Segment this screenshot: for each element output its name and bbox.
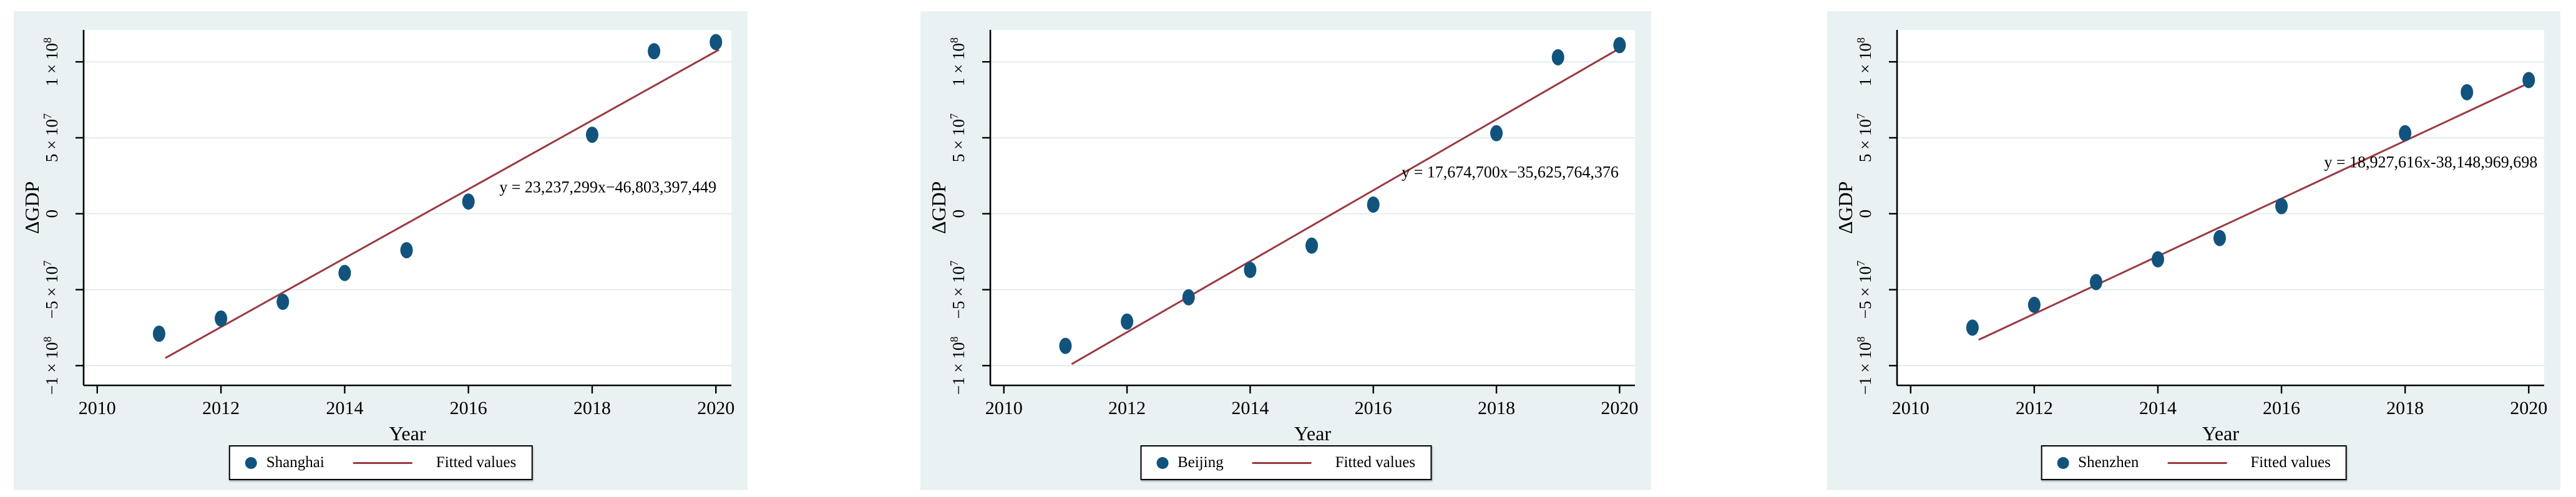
- data-point: [1244, 261, 1257, 278]
- scatter-marker-icon: [1156, 456, 1168, 469]
- chart-panel-shenzhen: 1 × 108 5 × 107 0 −5 × 107 −1 × 108 2010 2012 2…: [1827, 11, 2560, 490]
- data-point: [648, 43, 661, 60]
- fitted-line-icon: [2167, 461, 2227, 464]
- y-tick-label: −1 × 108: [948, 337, 968, 395]
- y-tick-label: −5 × 107: [41, 261, 61, 319]
- data-point: [2461, 84, 2474, 100]
- plot-area: [1897, 30, 2544, 385]
- data-point: [276, 294, 290, 311]
- x-tick-label: 2012: [1108, 398, 1146, 418]
- data-point: [338, 264, 351, 281]
- fitted-line: [165, 49, 720, 359]
- fitted-line: [1071, 46, 1624, 365]
- x-tick-label: 2020: [2510, 398, 2547, 418]
- data-point: [152, 326, 165, 342]
- scatter-chart-shenzhen: 1 × 108 5 × 107 0 −5 × 107 −1 × 108 2010 2012 2…: [1827, 11, 2560, 490]
- y-tick-label: 1 × 108: [1855, 37, 1875, 86]
- x-axis-title: Year: [389, 422, 426, 445]
- y-tick-label: −5 × 107: [1855, 261, 1875, 319]
- data-point: [710, 34, 723, 51]
- y-tick-label: −1 × 108: [41, 337, 61, 395]
- data-point: [2522, 72, 2535, 89]
- scatter-marker-icon: [245, 456, 257, 469]
- data-point: [2399, 125, 2412, 142]
- y-tick-label: 1 × 108: [41, 37, 61, 86]
- plot-area: [84, 30, 731, 385]
- y-tick-label: 5 × 107: [1855, 113, 1875, 162]
- data-point: [215, 310, 228, 327]
- x-tick-label: 2010: [79, 398, 116, 418]
- y-axis-title: ΔGDP: [927, 181, 950, 234]
- data-point: [2027, 296, 2041, 313]
- equation-label: y = 17,674,700x−35,625,764,376: [1402, 163, 1619, 181]
- chart-panel-beijing: 1 × 108 5 × 107 0 −5 × 107 −1 × 108 2010 2012 2…: [920, 11, 1651, 490]
- legend: Shanghai Fitted values: [228, 445, 533, 480]
- data-point: [400, 242, 413, 259]
- chart-panel-shanghai: 1 × 108 5 × 107 0 −5 × 107 −1 × 108 2010 2012 2…: [14, 11, 748, 490]
- legend-fitted-label: Fitted values: [436, 454, 517, 471]
- x-tick-label: 2010: [985, 398, 1023, 418]
- scatter-chart-beijing: 1 × 108 5 × 107 0 −5 × 107 −1 × 108 2010 2012 2…: [920, 11, 1651, 490]
- fitted-line-icon: [353, 461, 412, 464]
- legend: Shenzhen Fitted values: [2041, 445, 2347, 480]
- x-tick-label: 2014: [2139, 398, 2177, 418]
- equation-label: y = 23,237,299x−46,803,397,449: [499, 178, 716, 196]
- data-point: [1305, 237, 1319, 254]
- x-tick-label: 2014: [326, 398, 363, 418]
- equation-label: y = 18,927,616x-38,148,969,698: [2324, 153, 2537, 171]
- legend-series-label: Shenzhen: [2078, 454, 2139, 471]
- data-point: [1966, 319, 1979, 336]
- data-point: [1551, 49, 1564, 65]
- x-tick-label: 2014: [1231, 398, 1269, 418]
- legend-series-label: Shanghai: [266, 454, 324, 471]
- y-tick-label: 5 × 107: [948, 113, 968, 162]
- x-tick-label: 2018: [1478, 398, 1515, 418]
- y-tick-label: 5 × 107: [41, 113, 61, 162]
- y-axis-title: ΔGDP: [1834, 181, 1856, 234]
- x-tick-label: 2020: [1601, 398, 1638, 418]
- y-tick-label: 1 × 108: [948, 37, 968, 86]
- legend-fitted-label: Fitted values: [1335, 454, 1416, 471]
- x-tick-label: 2018: [573, 398, 611, 418]
- data-point: [585, 127, 598, 143]
- data-point: [462, 193, 475, 210]
- x-tick-label: 2012: [2016, 398, 2053, 418]
- x-tick-label: 2020: [697, 398, 734, 418]
- x-tick-label: 2018: [2386, 398, 2424, 418]
- fitted-line: [1978, 82, 2529, 341]
- data-point: [2213, 229, 2227, 246]
- y-tick-label: 0: [42, 210, 61, 218]
- y-axis-title: ΔGDP: [21, 181, 43, 234]
- x-tick-label: 2010: [1892, 398, 1930, 418]
- y-tick-label: −5 × 107: [948, 261, 968, 319]
- data-point: [2151, 251, 2164, 268]
- plot-area: [990, 30, 1635, 385]
- data-point: [2089, 274, 2102, 291]
- y-tick-label: −1 × 108: [1855, 337, 1875, 395]
- x-tick-label: 2016: [2263, 398, 2300, 418]
- x-axis-title: Year: [2202, 422, 2239, 445]
- fitted-line-icon: [1252, 461, 1312, 464]
- x-axis-title: Year: [1294, 422, 1331, 445]
- x-tick-label: 2012: [202, 398, 240, 418]
- legend: Beijing Fitted values: [1139, 445, 1432, 480]
- data-point: [1490, 125, 1503, 142]
- y-tick-label: 0: [1856, 210, 1875, 218]
- scatter-marker-icon: [2057, 456, 2069, 469]
- legend-fitted-label: Fitted values: [2250, 454, 2331, 471]
- data-point: [1182, 289, 1195, 306]
- data-point: [1059, 337, 1072, 354]
- legend-series-label: Beijing: [1177, 454, 1224, 471]
- x-tick-label: 2016: [1355, 398, 1392, 418]
- data-point: [1613, 37, 1626, 54]
- x-tick-label: 2016: [450, 398, 487, 418]
- data-point: [1121, 313, 1134, 330]
- data-point: [2275, 198, 2288, 215]
- y-tick-label: 0: [949, 210, 968, 218]
- data-point: [1367, 196, 1380, 213]
- scatter-chart-shanghai: 1 × 108 5 × 107 0 −5 × 107 −1 × 108 2010 2012 2…: [14, 11, 748, 490]
